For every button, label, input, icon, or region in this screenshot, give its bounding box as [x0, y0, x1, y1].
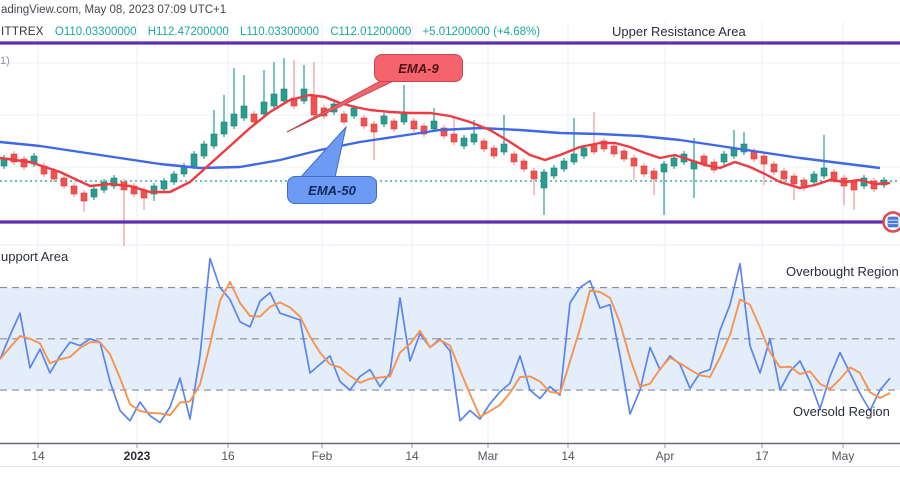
candle-up: [560, 160, 568, 170]
ohlc-close: C112.01200000: [330, 26, 412, 38]
oversold-region-label[interactable]: Oversold Region: [793, 404, 890, 419]
candle-up: [460, 137, 468, 147]
candle-down: [450, 133, 458, 143]
stochastic-d-line[interactable]: [0, 280, 891, 418]
candle-down: [620, 150, 628, 160]
x-axis-label[interactable]: 14: [405, 449, 419, 463]
overbought-region-label[interactable]: Overbought Region: [786, 264, 899, 279]
ohlc-high: H112.47200000: [147, 26, 229, 38]
candle-down: [510, 153, 518, 163]
candle-up: [670, 157, 678, 167]
candle-up: [550, 167, 558, 177]
x-axis-label[interactable]: 2023: [123, 449, 151, 463]
candle-up: [260, 101, 268, 115]
candle-down: [480, 140, 488, 150]
candle-up: [470, 133, 478, 143]
candle-up: [210, 133, 218, 147]
candle-down: [440, 127, 448, 137]
x-axis-label[interactable]: 14: [31, 449, 45, 463]
candle-down: [780, 170, 788, 180]
candle-up: [540, 171, 548, 189]
candle-down: [360, 117, 368, 127]
candle-down: [640, 165, 648, 175]
ema9-callout[interactable]: EMA-9: [374, 54, 463, 82]
candle-up: [270, 93, 278, 107]
candle-down: [490, 147, 498, 157]
candle-up: [280, 88, 288, 102]
candle-up: [720, 153, 728, 163]
x-axis-label[interactable]: 14: [561, 449, 575, 463]
candle-up: [220, 121, 228, 135]
candle-down: [10, 153, 18, 163]
candle-down: [370, 123, 378, 133]
candle-down: [610, 145, 618, 155]
candle-down: [50, 170, 58, 180]
x-axis-label[interactable]: May: [831, 449, 855, 463]
candle-up: [400, 113, 408, 123]
x-axis-label[interactable]: Mar: [477, 449, 499, 463]
ema50-callout[interactable]: EMA-50: [287, 176, 377, 204]
candle-up: [200, 143, 208, 157]
candle-down: [530, 170, 538, 180]
candle-up: [660, 163, 668, 173]
candle-up: [110, 177, 118, 187]
candle-down: [830, 171, 838, 181]
candle-up: [350, 107, 358, 117]
candle-up: [810, 173, 818, 183]
candle-up: [430, 120, 438, 130]
candle-down: [390, 120, 398, 130]
candle-down: [630, 157, 638, 167]
candle-up: [170, 173, 178, 183]
x-axis-label[interactable]: 16: [221, 449, 235, 463]
candle-down: [520, 160, 528, 170]
candle-down: [80, 192, 88, 202]
watermark-text: adingView.com, May 08, 2023 07:09 UTC+1: [1, 4, 227, 16]
candle-up: [580, 147, 588, 157]
series-marker-icon-grid: [887, 216, 899, 228]
symbol-fragment: ITTREX: [1, 26, 44, 38]
ohlc-open: O110.03300000: [54, 26, 137, 38]
ema50-line[interactable]: [0, 126, 881, 170]
candle-up: [150, 185, 158, 195]
candle-up: [160, 180, 168, 190]
candle-down: [770, 163, 778, 173]
candle-down: [850, 181, 858, 191]
candle-up: [90, 188, 98, 198]
candle-down: [340, 113, 348, 123]
candle-up: [570, 153, 578, 163]
candle-up: [190, 153, 198, 167]
ohlc-low: L110.03300000: [239, 26, 320, 38]
pane-label-fragment: 1): [0, 55, 10, 67]
candle-down: [410, 120, 418, 130]
candle-down: [790, 175, 798, 185]
support-area-label[interactable]: upport Area: [1, 249, 69, 264]
candle-up: [820, 167, 828, 177]
candle-down: [250, 113, 258, 123]
candle-down: [20, 158, 28, 168]
ohlc-readout: ITTREX O110.03300000 H112.47200000 L110.…: [1, 26, 540, 38]
x-axis-label[interactable]: Apr: [655, 449, 675, 463]
candle-down: [60, 177, 68, 187]
ema9-callout-tail: [286, 74, 407, 133]
ohlc-change: +5.01200000 (+4.68%): [422, 26, 541, 38]
candle-down: [600, 140, 608, 150]
upper-resistance-label[interactable]: Upper Resistance Area: [612, 24, 746, 39]
candle-up: [380, 115, 388, 125]
candle-down: [310, 94, 318, 116]
x-axis-label[interactable]: 17: [755, 449, 769, 463]
candle-down: [70, 185, 78, 195]
candle-up: [500, 143, 508, 153]
ema9-line[interactable]: [0, 93, 891, 194]
candle-up: [240, 105, 248, 119]
candle-down: [760, 155, 768, 165]
candle-down: [420, 125, 428, 135]
candle-down: [650, 170, 658, 180]
x-axis-label[interactable]: Feb: [311, 449, 333, 463]
candle-up: [230, 113, 238, 127]
